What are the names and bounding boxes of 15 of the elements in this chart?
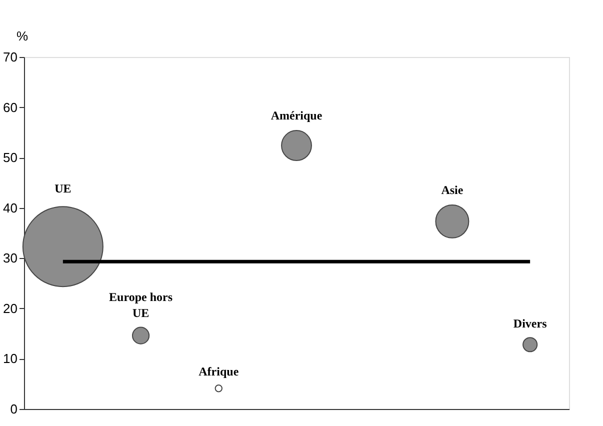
y-tick-label: 70 [3,50,18,64]
y-tick-label: 0 [10,402,18,416]
y-axis-title: % [16,28,28,44]
series-label: Europe hors UE [109,290,173,320]
y-tick-label: 60 [3,100,18,115]
y-tick-label: 20 [3,300,18,316]
y-tick-label: 50 [3,150,18,166]
y-tick-label: 30 [3,250,18,266]
series-label: Divers [513,316,548,331]
series-label: UE [54,181,72,196]
series-label: Asie [441,182,464,197]
y-tick-label: 10 [3,351,18,366]
series-label: Amérique [270,108,323,123]
y-tick-label: 40 [3,200,18,216]
series-label: Afrique [198,364,240,379]
